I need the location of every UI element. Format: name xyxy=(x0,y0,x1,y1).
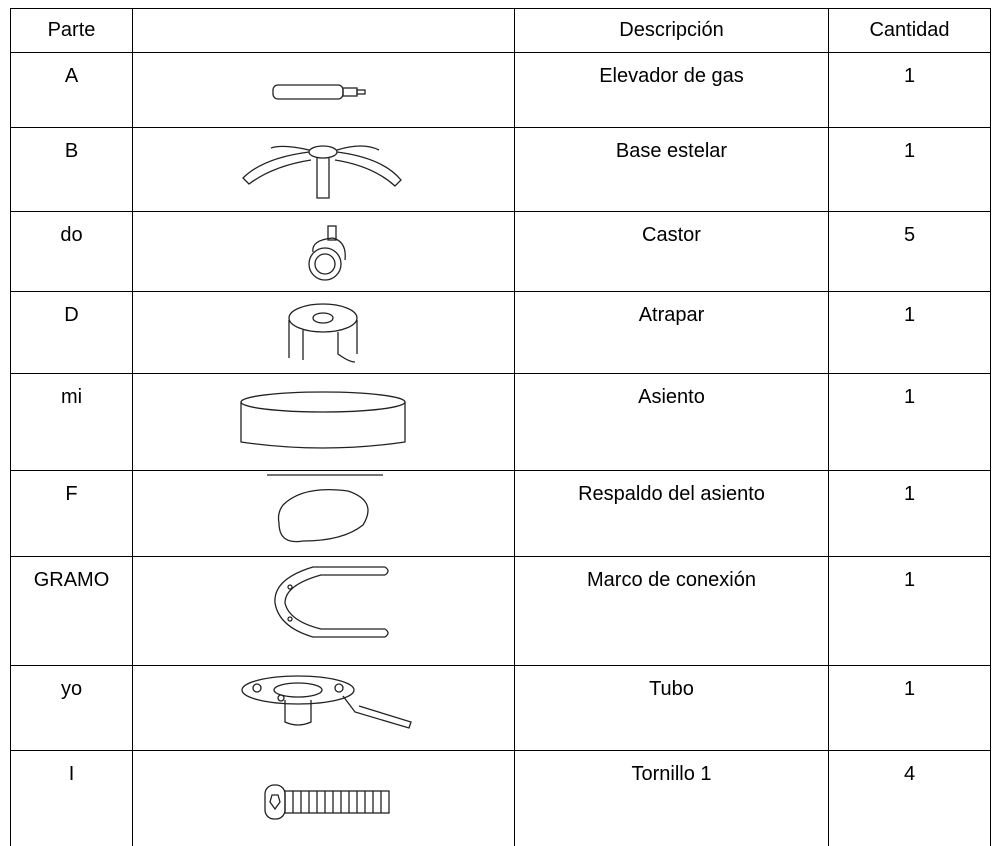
part-description: Respaldo del asiento xyxy=(578,483,765,505)
text-cell: I xyxy=(10,750,132,846)
text-cell: Cantidad xyxy=(828,8,991,53)
part-quantity: 1 xyxy=(903,140,916,162)
part-quantity: 4 xyxy=(903,763,916,785)
image-cell xyxy=(132,52,514,128)
part-illustration xyxy=(274,566,389,638)
text-cell: Marco de conexión xyxy=(514,556,828,666)
part-illustration xyxy=(272,84,366,100)
text-cell: F xyxy=(10,470,132,557)
text-cell: D xyxy=(10,291,132,374)
part-letter: do xyxy=(60,224,83,246)
image-cell xyxy=(132,750,514,846)
part-description: Atrapar xyxy=(638,304,705,326)
part-illustration xyxy=(240,391,406,449)
part-illustration xyxy=(267,474,383,543)
header-quantity: Cantidad xyxy=(869,19,950,41)
part-illustration xyxy=(308,225,346,281)
part-description: Tubo xyxy=(649,678,694,700)
text-cell: 5 xyxy=(828,211,991,292)
text-cell: 1 xyxy=(828,291,991,374)
text-cell: yo xyxy=(10,665,132,751)
text-cell: Tornillo 1 xyxy=(514,750,828,846)
part-quantity: 1 xyxy=(903,386,916,408)
part-illustration xyxy=(242,145,402,199)
part-quantity: 1 xyxy=(903,483,916,505)
text-cell: 1 xyxy=(828,373,991,471)
part-quantity: 1 xyxy=(903,304,916,326)
part-quantity: 5 xyxy=(903,224,916,246)
part-letter: yo xyxy=(60,678,83,700)
part-description: Base estelar xyxy=(615,140,728,162)
text-cell: Atrapar xyxy=(514,291,828,374)
text-cell: B xyxy=(10,127,132,212)
text-cell: A xyxy=(10,52,132,128)
part-letter: mi xyxy=(60,386,83,408)
part-description: Tornillo 1 xyxy=(631,763,712,785)
image-cell xyxy=(132,373,514,471)
part-letter: I xyxy=(68,763,75,785)
part-letter: B xyxy=(64,140,79,162)
header-part: Parte xyxy=(47,19,96,41)
text-cell: Base estelar xyxy=(514,127,828,212)
image-cell xyxy=(132,8,514,53)
part-letter: D xyxy=(64,304,79,326)
part-description: Marco de conexión xyxy=(587,569,756,591)
image-cell xyxy=(132,556,514,666)
text-cell: Respaldo del asiento xyxy=(514,470,828,557)
part-description: Castor xyxy=(642,224,701,246)
part-quantity: 1 xyxy=(903,65,916,87)
image-cell xyxy=(132,470,514,557)
text-cell: 1 xyxy=(828,52,991,128)
part-illustration xyxy=(241,675,412,729)
image-cell xyxy=(132,665,514,751)
text-cell: 1 xyxy=(828,127,991,212)
text-cell: 1 xyxy=(828,556,991,666)
image-cell xyxy=(132,291,514,374)
text-cell: Descripción xyxy=(514,8,828,53)
text-cell: 4 xyxy=(828,750,991,846)
text-cell: mi xyxy=(10,373,132,471)
part-illustration xyxy=(288,303,358,363)
image-cell xyxy=(132,211,514,292)
part-letter: A xyxy=(64,65,79,87)
text-cell: Elevador de gas xyxy=(514,52,828,128)
text-cell: Parte xyxy=(10,8,132,53)
part-quantity: 1 xyxy=(903,678,916,700)
header-description: Descripción xyxy=(619,19,724,41)
part-letter: F xyxy=(65,483,78,505)
image-cell xyxy=(132,127,514,212)
text-cell: Castor xyxy=(514,211,828,292)
text-cell: do xyxy=(10,211,132,292)
part-description: Asiento xyxy=(638,386,705,408)
part-letter: GRAMO xyxy=(33,569,110,591)
text-cell: Tubo xyxy=(514,665,828,751)
text-cell: 1 xyxy=(828,665,991,751)
part-description: Elevador de gas xyxy=(599,65,744,87)
text-cell: Asiento xyxy=(514,373,828,471)
part-illustration xyxy=(264,784,390,820)
text-cell: 1 xyxy=(828,470,991,557)
text-cell: GRAMO xyxy=(10,556,132,666)
part-quantity: 1 xyxy=(903,569,916,591)
